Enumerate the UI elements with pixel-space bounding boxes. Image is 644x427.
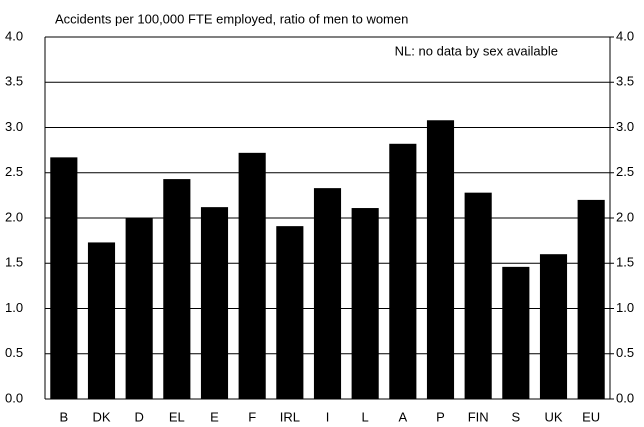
x-tick-label: E [210,409,219,424]
bar [87,242,116,399]
y-tick-label: 1.0 [5,300,23,315]
y-tick-label: 0.0 [5,390,23,405]
y-tick-label: 3.5 [5,74,23,89]
x-tick-label: S [511,409,520,424]
x-tick-label: DK [92,409,110,424]
x-tick-label: FIN [468,409,489,424]
y-tick-label: 4.0 [5,28,23,43]
x-tick-label: IRL [280,409,300,424]
bar [276,226,304,399]
x-tick-label: I [326,409,330,424]
bar [464,192,492,399]
y2-tick-label: 2.5 [616,164,634,179]
bar [50,157,78,399]
y2-tick-label: 4.0 [616,28,634,43]
y2-tick-label: 0.5 [616,345,634,360]
bar [125,218,153,399]
y-tick-label: 3.0 [5,119,23,134]
bar [163,179,191,399]
bar [200,207,229,399]
y2-tick-label: 0.0 [616,390,634,405]
bar [502,266,530,399]
x-tick-label: F [248,409,256,424]
y-tick-label: 0.5 [5,345,23,360]
bar [389,143,417,399]
y-tick-label: 1.5 [5,255,23,270]
y2-tick-label: 1.5 [616,255,634,270]
x-tick-label: L [362,409,369,424]
bar [313,188,342,399]
x-tick-label: EL [169,409,185,424]
bar [238,152,266,399]
y-tick-label: 2.5 [5,164,23,179]
x-tick-label: UK [544,409,562,424]
y2-tick-label: 3.0 [616,119,634,134]
y2-tick-label: 3.5 [616,74,634,89]
x-tick-label: B [59,409,68,424]
y-tick-label: 2.0 [5,209,23,224]
annotation: NL: no data by sex available [395,43,558,58]
bar [539,254,568,399]
bar [351,208,379,399]
chart-subtitle: Accidents per 100,000 FTE employed, rati… [55,11,408,26]
bar [577,199,605,399]
x-tick-label: D [134,409,143,424]
x-tick-label: EU [582,409,600,424]
y2-tick-label: 2.0 [616,209,634,224]
bar [426,120,455,399]
x-tick-label: P [436,409,445,424]
y2-tick-label: 1.0 [616,300,634,315]
x-tick-label: A [398,409,407,424]
